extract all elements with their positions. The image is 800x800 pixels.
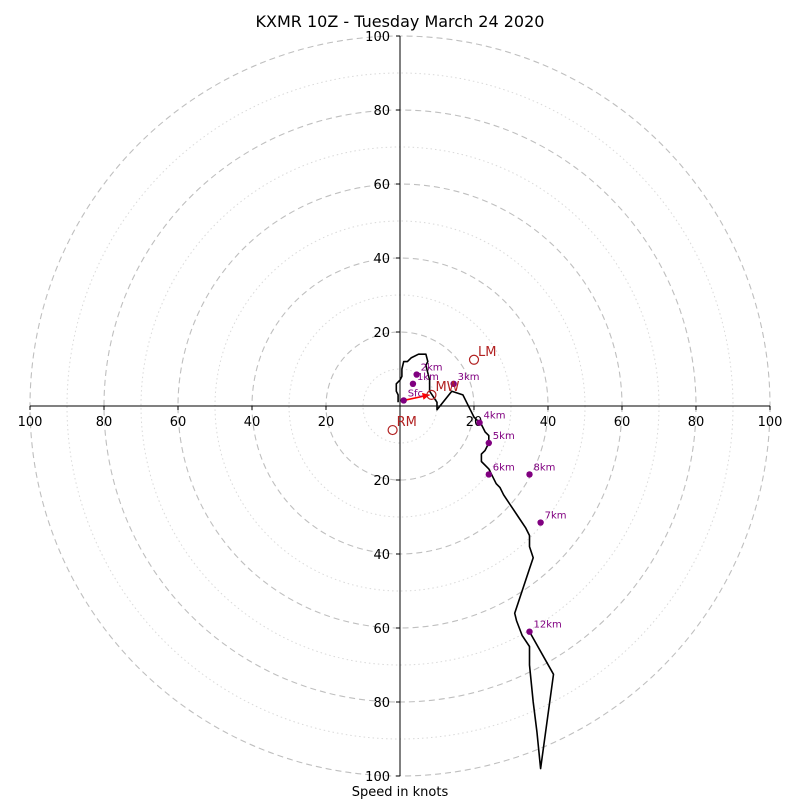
height-marker-label: 5km — [493, 431, 515, 442]
height-marker-dot — [409, 380, 417, 387]
y-tick-label: 100 — [365, 770, 390, 785]
height-marker-label: 3km — [458, 372, 480, 383]
height-marker-dot — [400, 397, 407, 404]
height-marker-label: 8km — [534, 462, 556, 473]
height-marker-label: 4km — [484, 411, 506, 422]
storm-motion-arrowhead — [422, 392, 430, 400]
x-tick-label: 40 — [244, 415, 261, 430]
y-tick-label: 40 — [373, 548, 390, 563]
storm-motion-circle — [387, 424, 398, 436]
y-tick-label: 100 — [365, 30, 390, 45]
y-tick-label: 60 — [373, 178, 390, 193]
height-marker-label: 12km — [534, 620, 562, 631]
height-marker-dot — [526, 471, 533, 478]
height-marker-label: 7km — [545, 511, 567, 522]
y-tick-label: 20 — [373, 474, 390, 489]
y-tick-label: 60 — [373, 622, 390, 637]
storm-motion-markers: LM MW RM — [387, 345, 496, 436]
hodograph-trace-group — [395, 353, 555, 770]
storm-motion-label: MW — [435, 380, 459, 395]
x-tick-label: 100 — [18, 415, 43, 430]
y-tick-label: 40 — [373, 252, 390, 267]
axes — [30, 36, 770, 776]
height-marker-dot — [413, 371, 420, 378]
tick-labels: 100 80 60 40 20 20 40 60 80 100 100 80 60 40 20 20 40 60 8… — [18, 30, 783, 785]
storm-motion-label: RM — [397, 415, 417, 430]
height-marker-label: 6km — [493, 462, 515, 473]
x-tick-label: 40 — [540, 415, 557, 430]
storm-motion-label: LM — [478, 345, 496, 360]
height-marker-dot — [485, 439, 492, 447]
height-marker-label: Sfc — [408, 388, 423, 399]
x-tick-label: 80 — [688, 415, 705, 430]
x-tick-label: 20 — [318, 415, 335, 430]
x-axis-label: Speed in knots — [352, 785, 449, 800]
height-marker-dot — [450, 380, 457, 387]
height-marker-dot — [526, 628, 533, 635]
height-marker-dot — [537, 519, 544, 526]
height-marker-dot — [476, 419, 483, 426]
x-tick-label: 20 — [466, 415, 483, 430]
height-marker-dot — [485, 471, 492, 478]
height-marker-label: 2km — [421, 363, 443, 374]
x-tick-label: 100 — [758, 415, 783, 430]
y-tick-label: 80 — [373, 696, 390, 711]
hodograph-line — [395, 353, 555, 770]
chart-title: KXMR 10Z - Tuesday March 24 2020 — [256, 12, 545, 31]
height-marker-label: 1km — [417, 372, 439, 383]
storm-motion-circle — [468, 354, 480, 365]
x-tick-label: 60 — [614, 415, 631, 430]
y-tick-label: 20 — [373, 326, 390, 341]
x-tick-label: 60 — [170, 415, 187, 430]
storm-motion-circle — [426, 389, 437, 400]
y-tick-label: 80 — [373, 104, 390, 119]
x-tick-label: 80 — [96, 415, 113, 430]
